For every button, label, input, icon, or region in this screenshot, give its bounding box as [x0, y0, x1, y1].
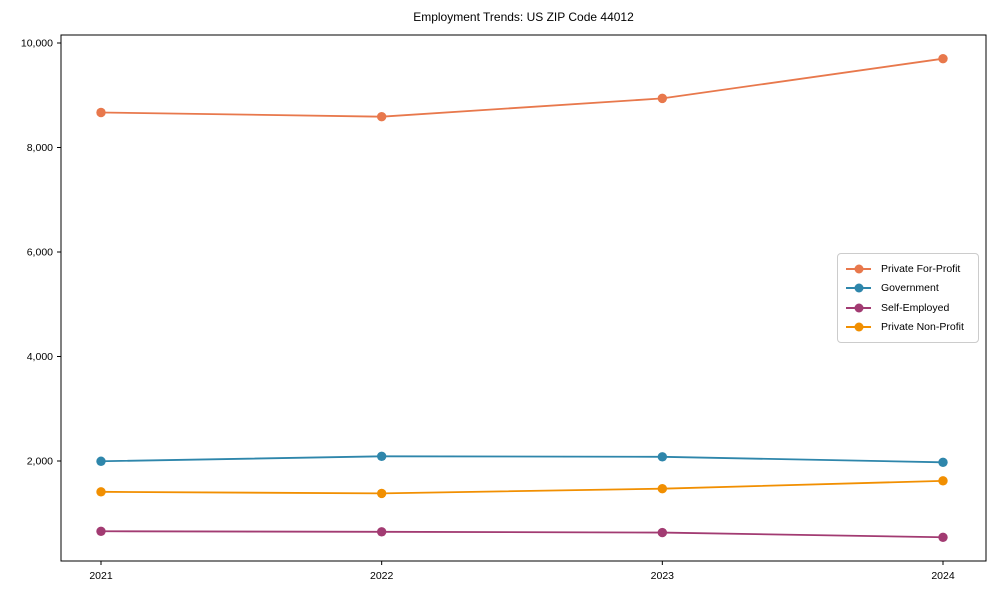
- axes-layer: 2,000 4,000 6,000 8,000 10,000 2021 2022 2023 20…: [21, 34, 987, 582]
- data-point-private-for-profit-2022: [376, 111, 387, 122]
- x-tick-label: 2021: [89, 570, 113, 582]
- data-point-self-employed-2022: [376, 527, 387, 537]
- legend-marker-icon: [846, 303, 871, 313]
- data-point-government-2021: [96, 456, 106, 466]
- y-tick-label: 4,000: [27, 351, 53, 363]
- series-line-private-non-profit: [100, 479, 944, 495]
- chart-title: Employment Trends: US ZIP Code 44012: [413, 10, 634, 24]
- legend-marker-dot-icon: [854, 303, 863, 313]
- data-point-self-employed-2024: [938, 532, 948, 542]
- legend-marker-dot-icon: [854, 283, 863, 293]
- data-point-private-for-profit-2024: [938, 53, 948, 64]
- series-line-self-employed: [100, 530, 944, 539]
- legend-item: Government: [846, 279, 970, 299]
- x-tick-label: 2022: [370, 570, 394, 582]
- legend: Private For-Profit Government Self-Employe…: [837, 253, 979, 343]
- series-line-government: [100, 455, 944, 464]
- legend-item: Private Non-Profit: [846, 318, 970, 338]
- x-tick-label: 2024: [931, 570, 955, 582]
- data-point-self-employed-2023: [657, 527, 668, 538]
- data-point-private-for-profit-2021: [96, 107, 106, 118]
- data-point-private-for-profit-2023: [657, 93, 668, 104]
- series-line-private-for-profit: [100, 57, 944, 118]
- y-tick-label: 8,000: [27, 142, 53, 154]
- y-tick-label: 2,000: [27, 456, 53, 468]
- data-point-government-2024: [938, 457, 948, 468]
- plot-frame: [60, 34, 987, 562]
- legend-marker-icon: [846, 264, 871, 274]
- data-point-self-employed-2021: [96, 526, 106, 536]
- legend-marker-icon: [846, 283, 871, 293]
- y-tick-label: 6,000: [27, 247, 53, 259]
- legend-label: Self-Employed: [881, 301, 950, 314]
- x-tick-label: 2023: [651, 570, 675, 582]
- legend-marker-dot-icon: [854, 322, 863, 332]
- data-point-private-non-profit-2023: [657, 483, 668, 494]
- legend-label: Private For-Profit: [881, 262, 961, 275]
- y-tick-label: 10,000: [21, 38, 53, 50]
- series-layer: [96, 53, 948, 542]
- legend-marker-dot-icon: [854, 264, 863, 274]
- legend-item: Self-Employed: [846, 298, 970, 318]
- legend-item: Private For-Profit: [846, 259, 970, 279]
- data-point-government-2022: [376, 451, 387, 461]
- legend-label: Private Non-Profit: [881, 321, 964, 334]
- legend-marker-icon: [846, 322, 871, 332]
- data-point-private-non-profit-2021: [96, 487, 106, 497]
- data-point-private-non-profit-2024: [938, 476, 948, 486]
- legend-label: Government: [881, 282, 939, 295]
- data-point-private-non-profit-2022: [376, 488, 387, 499]
- data-point-government-2023: [657, 452, 668, 462]
